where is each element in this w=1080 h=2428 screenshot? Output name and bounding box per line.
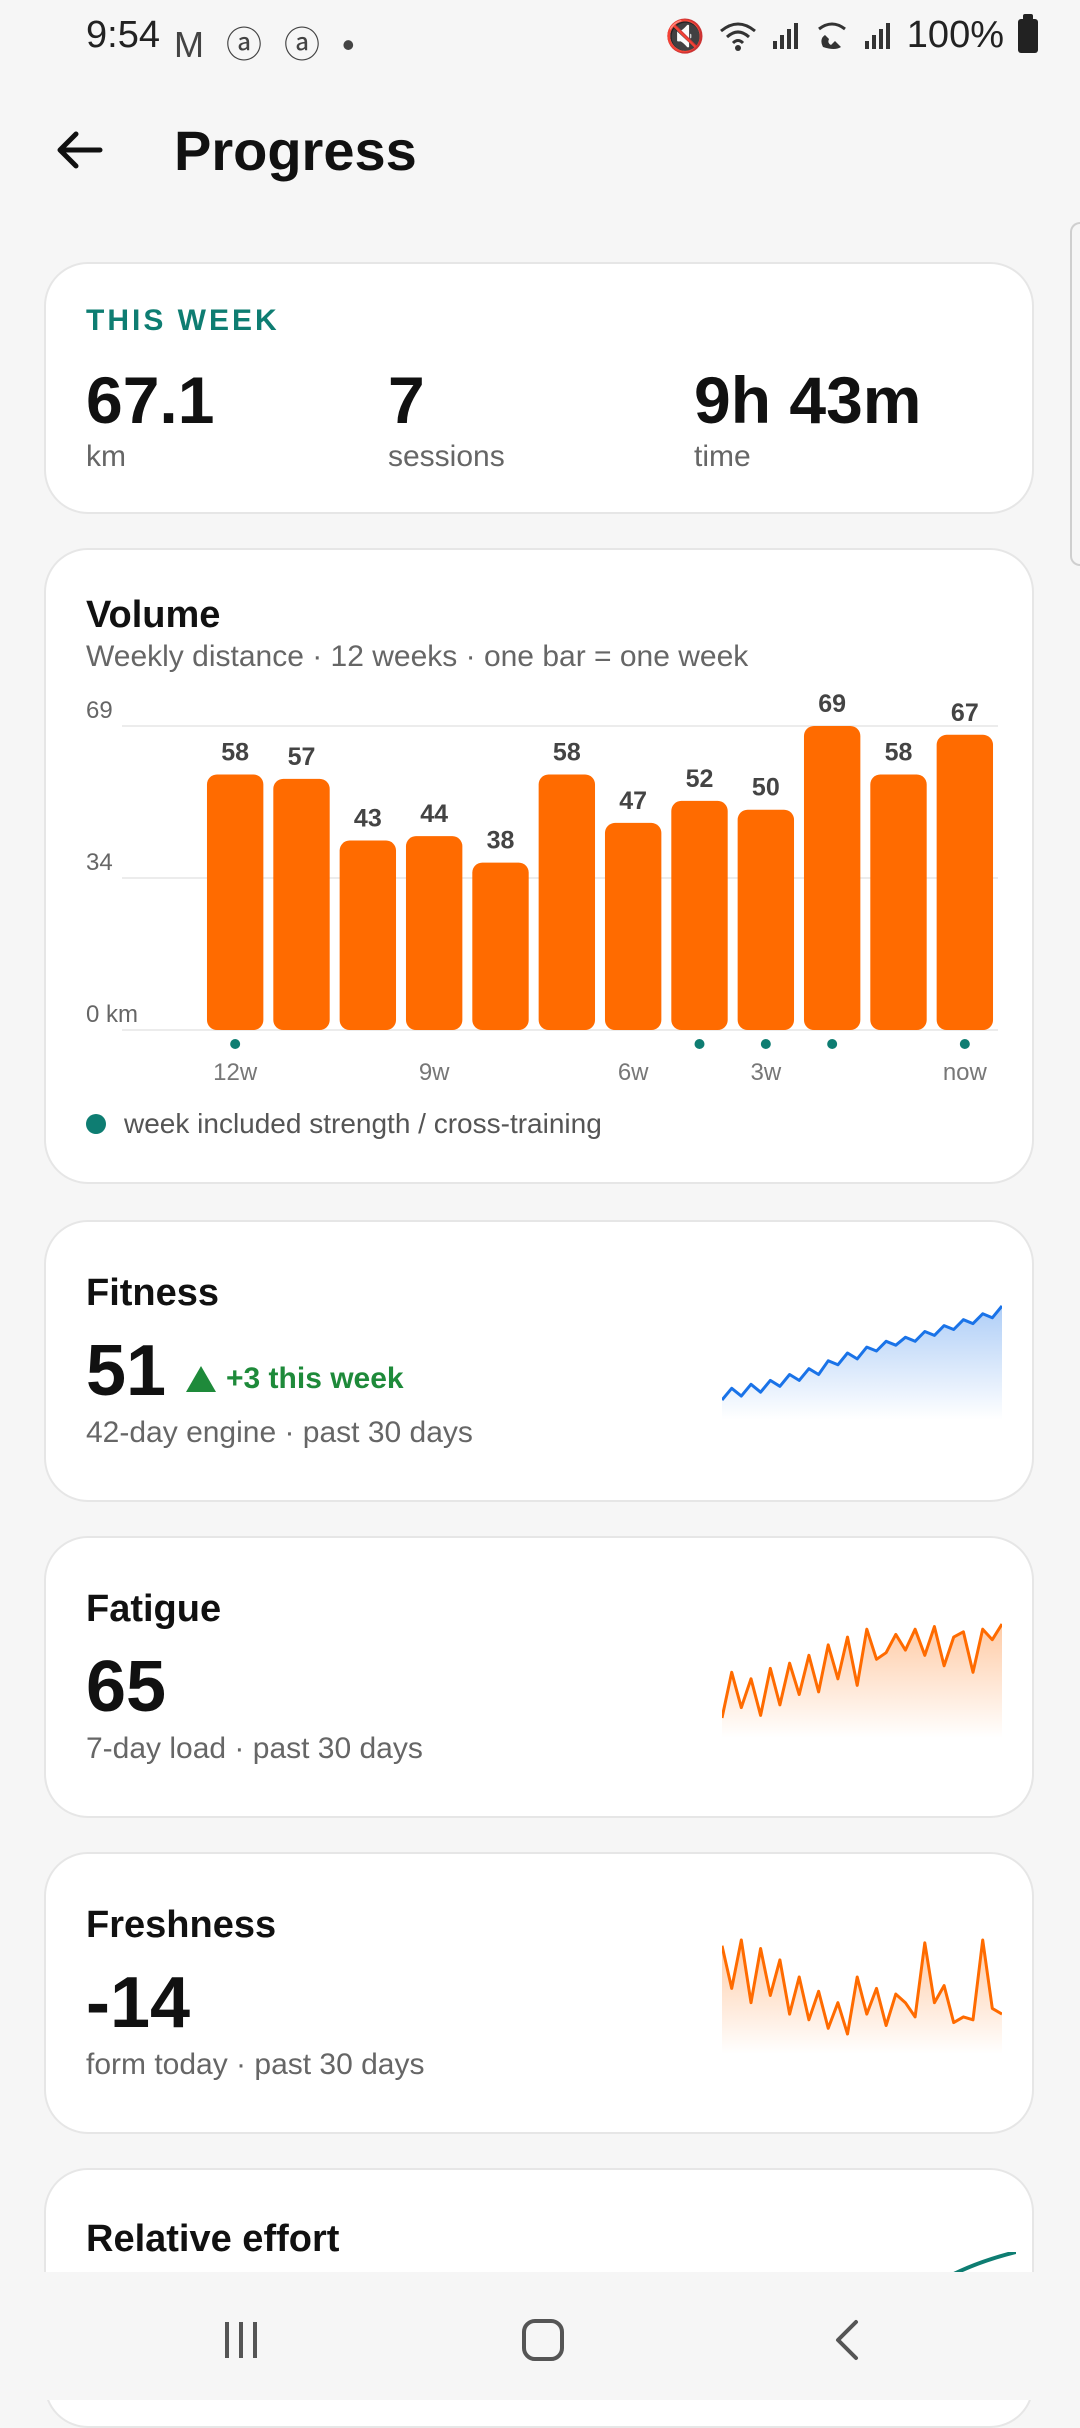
sessions-unit: sessions — [388, 440, 505, 473]
bar-value-label: 58 — [885, 738, 913, 766]
x-tick-label: 3w — [750, 1059, 781, 1086]
volume-legend: week included strength / cross-training — [86, 1108, 602, 1140]
arrow-left-icon — [57, 131, 103, 169]
sessions-value: 7 — [388, 363, 425, 437]
time-unit: time — [694, 440, 751, 473]
mute-icon: 🔇 — [664, 17, 705, 54]
cross-training-dot — [694, 1039, 705, 1049]
volume-bar[interactable] — [339, 840, 397, 1030]
relative-effort-title: Relative effort — [86, 2218, 340, 2260]
fatigue-value: 65 — [86, 1647, 167, 1727]
bar-value-label: 58 — [221, 738, 249, 766]
volume-bar[interactable] — [604, 822, 662, 1030]
volume-title: Volume — [86, 594, 221, 636]
back-chevron-icon — [836, 2320, 858, 2360]
volume-subtitle: Weekly distance · 12 weeks · one bar = o… — [86, 640, 749, 673]
back-button[interactable] — [48, 118, 112, 182]
fatigue-sparkline — [722, 1623, 1002, 1738]
wifi-icon — [719, 22, 756, 51]
fitness-value: 51 — [86, 1331, 167, 1411]
cross-training-dot — [959, 1039, 970, 1049]
x-tick-label: 6w — [618, 1059, 649, 1086]
freshness-value: -14 — [86, 1963, 191, 2043]
cross-training-dot — [827, 1039, 838, 1049]
sparkline-line — [722, 1305, 1002, 1401]
fatigue-title: Fatigue — [86, 1588, 222, 1630]
freshness-title: Freshness — [86, 1904, 277, 1946]
x-tick-label: 12w — [213, 1059, 258, 1086]
fatigue-subtitle: 7-day load · past 30 days — [86, 1732, 423, 1765]
bar-value-label: 44 — [420, 800, 448, 828]
home-button[interactable] — [488, 2300, 598, 2380]
page-title: Progress — [174, 119, 417, 182]
legend-label: week included strength / cross-training — [124, 1108, 602, 1139]
bar-value-label: 52 — [686, 765, 714, 793]
bar-value-label: 43 — [354, 805, 382, 833]
nav-back-button[interactable] — [792, 2300, 902, 2380]
bar-value-label: 57 — [288, 743, 316, 771]
cross-training-dot — [230, 1039, 241, 1049]
fitness-title: Fitness — [86, 1272, 220, 1314]
volume-bar[interactable] — [472, 862, 529, 1030]
volume-card[interactable]: Volume Weekly distance · 12 weeks · one … — [44, 548, 1034, 1184]
recents-icon — [225, 2322, 257, 2358]
volume-bar[interactable] — [870, 774, 927, 1030]
volume-bar[interactable] — [273, 778, 330, 1030]
up-triangle-icon — [186, 1366, 216, 1392]
y-tick-label: 0 km — [86, 1001, 138, 1028]
battery-percent: 100% — [906, 14, 1004, 56]
bar-value-label: 50 — [752, 774, 780, 802]
recents-button[interactable] — [186, 2300, 296, 2380]
battery-icon — [1018, 13, 1038, 53]
notification-icons: M ⓐ ⓐ • — [174, 24, 361, 65]
freshness-sparkline — [722, 1938, 1002, 2054]
time-value: 9h 43m — [694, 363, 922, 437]
fitness-subtitle: 42-day engine · past 30 days — [86, 1416, 473, 1449]
signal-icon-2 — [864, 22, 890, 49]
sparkline-line — [722, 1938, 1002, 2036]
volume-bar[interactable] — [538, 774, 596, 1030]
volume-bar[interactable] — [936, 734, 994, 1030]
bar-value-label: 58 — [553, 738, 581, 766]
cross-training-dot — [760, 1039, 771, 1049]
bar-value-label: 47 — [619, 787, 647, 815]
sparkline-line — [722, 1623, 1002, 1719]
x-tick-label: now — [943, 1059, 988, 1086]
bar-value-label: 69 — [818, 690, 846, 718]
y-tick-label: 34 — [86, 849, 113, 876]
freshness-card[interactable]: Freshness -14 form today · past 30 days — [44, 1852, 1034, 2134]
x-tick-label: 9w — [419, 1059, 450, 1086]
bar-value-label: 67 — [951, 699, 979, 727]
volume-bar[interactable] — [803, 726, 861, 1030]
signal-icon — [772, 22, 798, 49]
fitness-delta: +3 this week — [186, 1362, 404, 1396]
status-time: 9:54 — [86, 14, 160, 56]
fitness-delta-text: +3 this week — [226, 1362, 404, 1395]
volume-bar[interactable] — [405, 836, 463, 1030]
distance-unit: km — [86, 440, 126, 473]
freshness-subtitle: form today · past 30 days — [86, 2048, 425, 2081]
this-week-label: THIS WEEK — [86, 304, 280, 337]
bar-value-label: 38 — [487, 827, 515, 855]
volume-chart: 69 34 0 km 58 57 43 44 38 58 47 52 50 69 58 67 12w 9w 6w 3… — [86, 690, 998, 1086]
fatigue-card[interactable]: Fatigue 65 7-day load · past 30 days — [44, 1536, 1034, 1818]
scroll-indicator — [1070, 222, 1080, 566]
sparkline-area — [722, 1624, 1002, 1738]
system-nav-bar — [0, 2272, 1080, 2400]
this-week-card[interactable]: THIS WEEK 67.1 km 7 sessions 9h 43m time — [44, 262, 1034, 514]
fitness-card[interactable]: Fitness 51 +3 this week 42-day engine · … — [44, 1220, 1034, 1502]
fitness-sparkline — [722, 1305, 1002, 1420]
volume-bar[interactable] — [206, 774, 264, 1030]
distance-value: 67.1 — [86, 363, 215, 437]
y-tick-label: 69 — [86, 697, 113, 724]
wifi-calling-icon — [817, 22, 846, 49]
volume-bar[interactable] — [671, 800, 728, 1030]
volume-bar[interactable] — [737, 809, 795, 1030]
legend-dot — [86, 1114, 106, 1134]
home-icon — [522, 2319, 564, 2361]
status-right: 🔇 100% — [664, 13, 1038, 57]
